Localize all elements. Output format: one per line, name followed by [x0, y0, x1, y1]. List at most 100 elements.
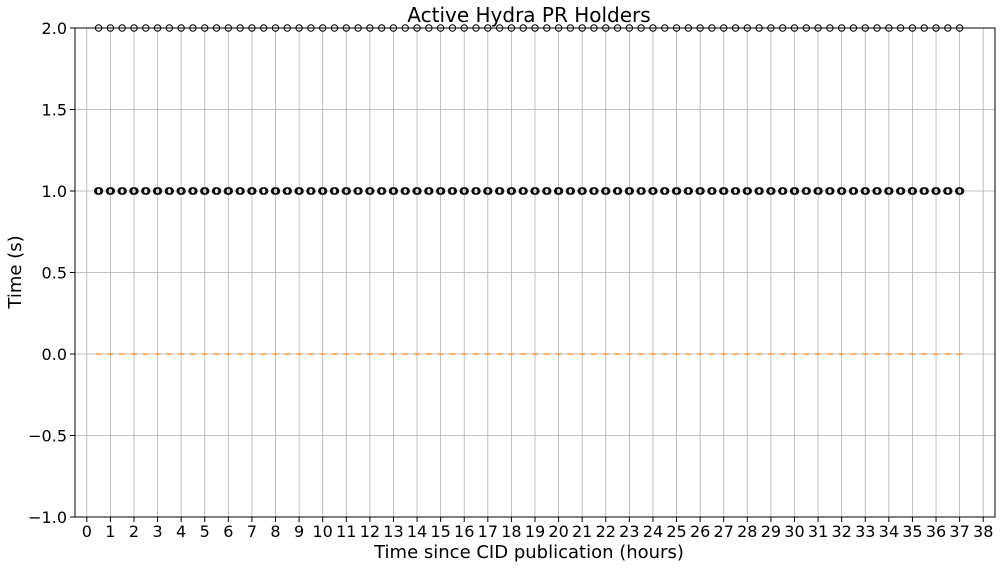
outlier-point: [390, 187, 399, 195]
x-tick-label: 29: [761, 522, 781, 541]
x-tick-label: 4: [176, 522, 186, 541]
x-axis-label: Time since CID publication (hours): [373, 542, 684, 563]
outlier-point: [850, 187, 859, 195]
outlier-point: [779, 187, 788, 195]
outlier-point: [791, 187, 800, 195]
x-tick-label: 27: [714, 522, 734, 541]
outlier-point: [284, 187, 292, 195]
outlier-point: [496, 187, 505, 195]
x-tick-label: 28: [737, 522, 757, 541]
outlier-point: [579, 187, 587, 195]
outlier-point: [119, 187, 127, 195]
outlier-point: [697, 187, 705, 195]
outlier-point: [237, 187, 245, 195]
outlier-point: [567, 187, 576, 195]
x-tick-label: 5: [200, 522, 210, 541]
outlier-point: [473, 187, 481, 195]
y-tick-label: 1.5: [42, 101, 67, 120]
outlier-point: [319, 187, 328, 195]
outlier-point: [626, 187, 635, 195]
y-tick-label: 0.5: [42, 264, 67, 283]
outlier-point: [260, 187, 269, 195]
x-tick-label: 2: [129, 522, 139, 541]
outlier-point: [921, 187, 929, 195]
x-tick-label: 26: [690, 522, 710, 541]
outlier-point: [95, 187, 104, 195]
x-tick-label: 9: [294, 522, 304, 541]
outlier-point: [709, 187, 717, 195]
outlier-point: [815, 187, 823, 195]
outlier-point: [402, 187, 410, 195]
outlier-point: [367, 187, 375, 195]
x-tick-label: 8: [270, 522, 280, 541]
outlier-point: [591, 187, 599, 195]
x-tick-label: 37: [949, 522, 969, 541]
outlier-point: [827, 187, 835, 195]
outlier-point: [154, 187, 163, 195]
x-tick-label: 30: [784, 522, 804, 541]
outlier-point: [650, 187, 658, 195]
outlier-point: [225, 187, 233, 195]
y-tick-label: 0.0: [42, 345, 67, 364]
outlier-point: [756, 187, 764, 195]
outlier-point: [544, 187, 552, 195]
outlier-point: [614, 187, 623, 195]
x-tick-label: 19: [525, 522, 545, 541]
x-tick-label: 38: [973, 522, 993, 541]
x-tick-label: 11: [336, 522, 356, 541]
outlier-point: [508, 187, 517, 195]
outlier-point: [249, 187, 257, 195]
grid-layer: [75, 27, 995, 518]
outlier-point: [673, 187, 682, 195]
x-tick-label: 13: [383, 522, 403, 541]
outlier-point: [603, 187, 611, 195]
x-tick-label: 22: [596, 522, 616, 541]
x-tick-label: 32: [831, 522, 851, 541]
outlier-point: [886, 187, 894, 195]
outlier-point: [874, 187, 882, 195]
x-tick-label: 25: [666, 522, 686, 541]
outlier-point: [909, 187, 918, 195]
x-tick-label: 6: [223, 522, 233, 541]
outlier-point: [732, 187, 741, 195]
outlier-point: [862, 187, 870, 195]
outlier-point: [685, 187, 693, 195]
x-axis-ticks: 0 1 2 3 4 5 6 7 8 9 10 11 12 13 14 15 16 17 18 19 20 21 22 23 24…: [82, 517, 993, 541]
x-tick-label: 14: [407, 522, 427, 541]
outlier-point: [532, 187, 540, 195]
x-tick-label: 17: [478, 522, 498, 541]
x-tick-label: 35: [902, 522, 922, 541]
x-tick-label: 1: [105, 522, 115, 541]
chart-title: Active Hydra PR Holders: [407, 3, 650, 27]
outlier-point: [178, 187, 186, 195]
outlier-point: [414, 187, 422, 195]
x-tick-label: 34: [879, 522, 899, 541]
x-tick-label: 0: [82, 522, 92, 541]
x-tick-label: 12: [360, 522, 380, 541]
outlier-point: [838, 187, 847, 195]
y-tick-label: −1.0: [28, 508, 67, 527]
x-tick-label: 24: [643, 522, 663, 541]
outlier-point: [449, 187, 458, 195]
outlier-point: [555, 187, 564, 195]
outlier-point: [308, 187, 316, 195]
outlier-point: [343, 187, 351, 195]
outlier-point: [720, 187, 729, 195]
outlier-point: [638, 187, 646, 195]
outlier-point: [296, 187, 304, 195]
x-tick-label: 15: [430, 522, 450, 541]
outlier-point: [190, 187, 198, 195]
y-axis-ticks: −1.0 −0.5 0.0 0.5 1.0 1.5 2.0: [28, 19, 75, 527]
outlier-point: [945, 187, 953, 195]
outlier-point: [331, 187, 340, 195]
outlier-point: [661, 187, 670, 195]
x-tick-label: 36: [926, 522, 946, 541]
x-tick-label: 23: [619, 522, 639, 541]
x-tick-label: 3: [152, 522, 162, 541]
x-tick-label: 7: [247, 522, 257, 541]
x-tick-label: 20: [548, 522, 568, 541]
outlier-point: [131, 187, 139, 195]
y-tick-label: 2.0: [42, 19, 67, 38]
